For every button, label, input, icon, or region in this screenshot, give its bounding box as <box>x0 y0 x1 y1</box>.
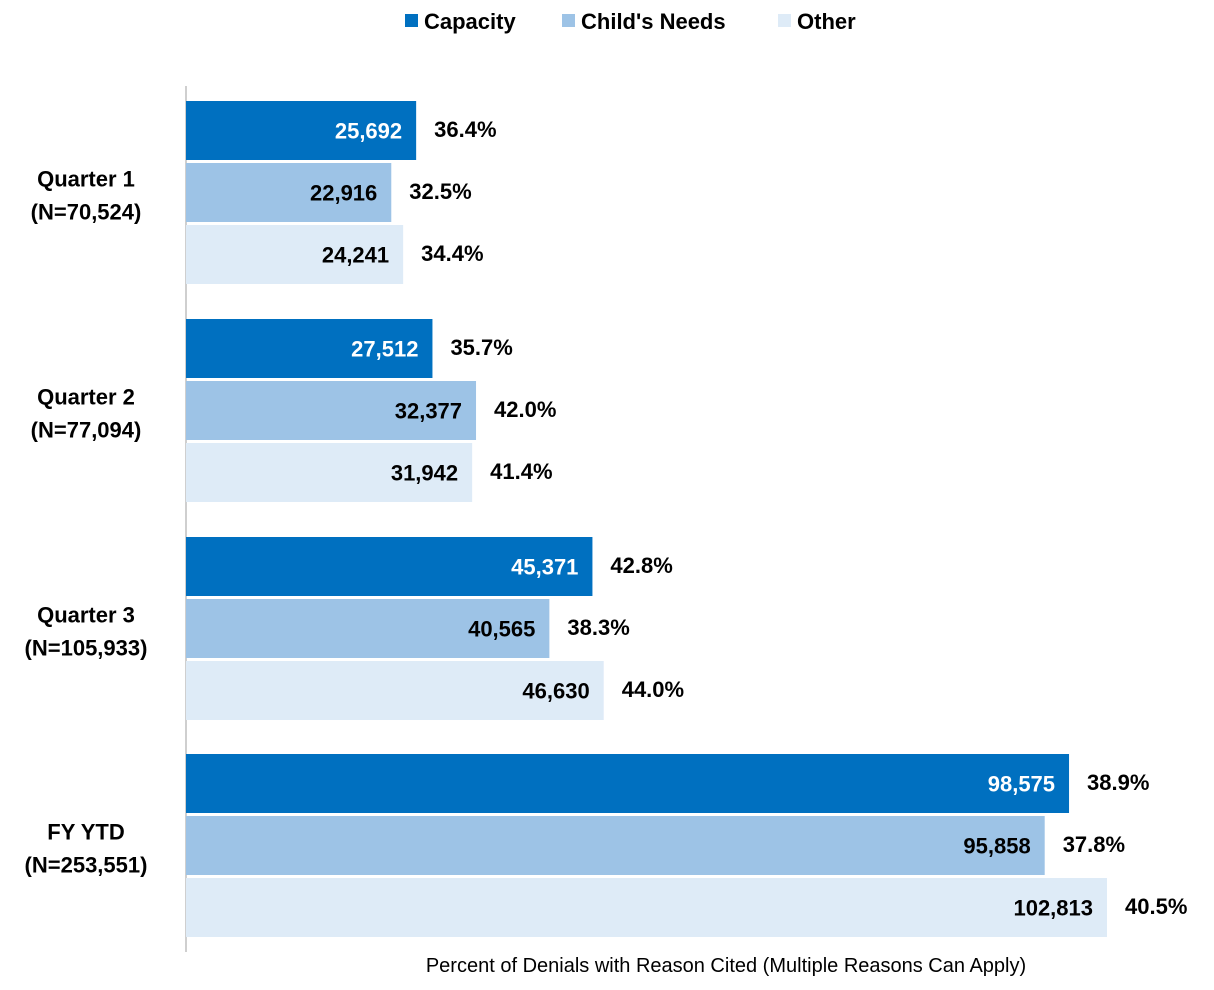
value-label-1-3: 95,858 <box>963 834 1030 859</box>
category-label-2-0: Quarter 3 <box>37 603 135 628</box>
percent-label-1-0: 32.5% <box>409 179 471 204</box>
category-labels: Quarter 1 (N=70,524) Quarter 2 (N=77,094) Qu… <box>25 167 148 878</box>
category-label-1-0: Quarter 2 <box>37 385 135 410</box>
legend-label-1: Child's Needs <box>581 9 726 34</box>
legend-label-0: Capacity <box>424 9 516 34</box>
bars: 25,692 36.4% 22,916 32.5% 24,241 34.4% 27,512 3… <box>186 101 1187 937</box>
value-label-0-0: 25,692 <box>335 119 402 144</box>
bar-0-3 <box>186 754 1070 813</box>
percent-label-1-1: 42.0% <box>494 397 556 422</box>
bar-1-1 <box>186 381 477 440</box>
bar-1-2 <box>186 599 550 658</box>
percent-label-0-2: 42.8% <box>610 553 672 578</box>
bar-2-2 <box>186 661 604 720</box>
value-label-0-2: 45,371 <box>511 555 578 580</box>
category-label-3-0: FY YTD <box>47 820 124 845</box>
value-label-1-0: 22,916 <box>310 181 377 206</box>
value-label-2-1: 31,942 <box>391 461 458 486</box>
bar-2-3 <box>186 878 1107 937</box>
percent-label-0-1: 35.7% <box>450 335 512 360</box>
bar-0-1 <box>186 319 433 378</box>
legend-swatch-0 <box>405 14 418 27</box>
percent-label-2-1: 41.4% <box>490 459 552 484</box>
category-label-0-1: (N=70,524) <box>31 200 142 225</box>
value-label-1-2: 40,565 <box>468 617 535 642</box>
legend: Capacity Child's Needs Other <box>405 9 856 34</box>
category-label-0-0: Quarter 1 <box>37 167 135 192</box>
bar-2-1 <box>186 443 473 502</box>
value-label-2-0: 24,241 <box>322 243 389 268</box>
category-label-2-1: (N=105,933) <box>25 636 148 661</box>
value-label-0-3: 98,575 <box>988 772 1055 797</box>
bar-0-0 <box>186 101 417 160</box>
percent-label-1-3: 37.8% <box>1063 832 1125 857</box>
bar-1-3 <box>186 816 1045 875</box>
percent-label-2-2: 44.0% <box>622 677 684 702</box>
legend-swatch-1 <box>562 14 575 27</box>
value-label-0-1: 27,512 <box>351 337 418 362</box>
percent-label-1-2: 38.3% <box>567 615 629 640</box>
category-label-1-1: (N=77,094) <box>31 418 142 443</box>
percent-label-0-0: 36.4% <box>434 117 496 142</box>
percent-label-0-3: 38.9% <box>1087 770 1149 795</box>
percent-label-2-0: 34.4% <box>421 241 483 266</box>
value-label-2-3: 102,813 <box>1013 896 1093 921</box>
bar-0-2 <box>186 537 593 596</box>
legend-label-2: Other <box>797 9 856 34</box>
bar-1-0 <box>186 163 392 222</box>
bar-2-0 <box>186 225 404 284</box>
x-axis-label: Percent of Denials with Reason Cited (Mu… <box>426 955 1026 977</box>
legend-swatch-2 <box>778 14 791 27</box>
category-label-3-1: (N=253,551) <box>25 853 148 878</box>
value-label-1-1: 32,377 <box>395 399 462 424</box>
value-label-2-2: 46,630 <box>522 679 589 704</box>
percent-label-2-3: 40.5% <box>1125 894 1187 919</box>
